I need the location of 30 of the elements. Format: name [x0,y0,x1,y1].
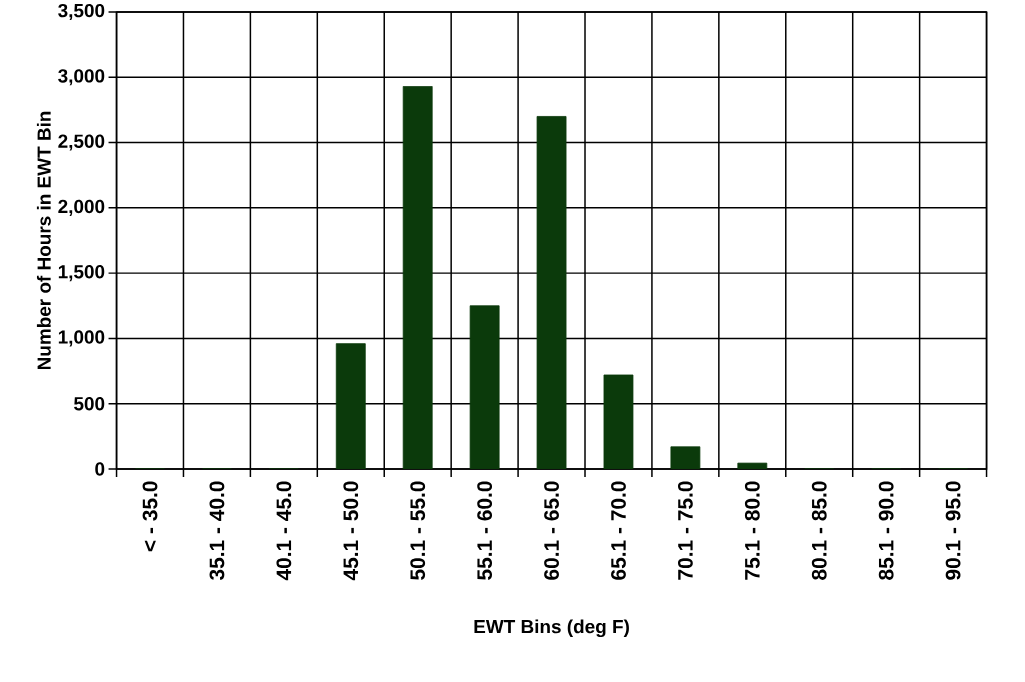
y-tick-label: 2,500 [58,134,105,151]
x-tick-label: 65.1 - 70.0 [611,481,626,580]
y-tick-label: 3,000 [58,69,105,86]
x-tick-label: 50.1 - 55.0 [410,481,426,580]
x-tick-label: 70.1 - 75.0 [677,481,693,580]
x-tick-label: 55.1 - 60.0 [477,481,493,580]
bar [737,462,768,469]
x-tick-label: 85.1 - 90.0 [878,481,894,580]
x-axis-title: EWT Bins (deg F) [474,619,629,638]
x-tick-label: < - 35.0 [142,481,158,552]
y-axis-title: Number of Hours in EWT Bin [36,111,51,370]
x-tick-label: 75.1 - 80.0 [744,481,760,580]
x-tick-label: 60.1 - 65.0 [544,481,559,580]
y-tick-label: 1,500 [58,265,105,282]
bar [670,446,701,469]
x-tick-label: 90.1 - 95.0 [945,481,961,580]
y-tick-label: 1,000 [58,330,105,347]
x-tick-label: 35.1 - 40.0 [209,481,225,581]
x-tick-label: 45.1 - 50.0 [343,481,359,581]
x-tick-label: 80.1 - 85.0 [811,481,827,580]
y-tick-label: 500 [74,397,105,411]
y-tick-label: 3,500 [58,3,105,21]
bar [335,343,366,469]
bar [536,116,567,469]
bar [402,86,433,469]
bar [603,374,634,469]
y-tick-label: 2,000 [58,199,105,216]
x-tick-label: 40.1 - 45.0 [276,481,292,581]
bar [469,305,500,469]
y-tick-label: 0 [95,462,105,476]
